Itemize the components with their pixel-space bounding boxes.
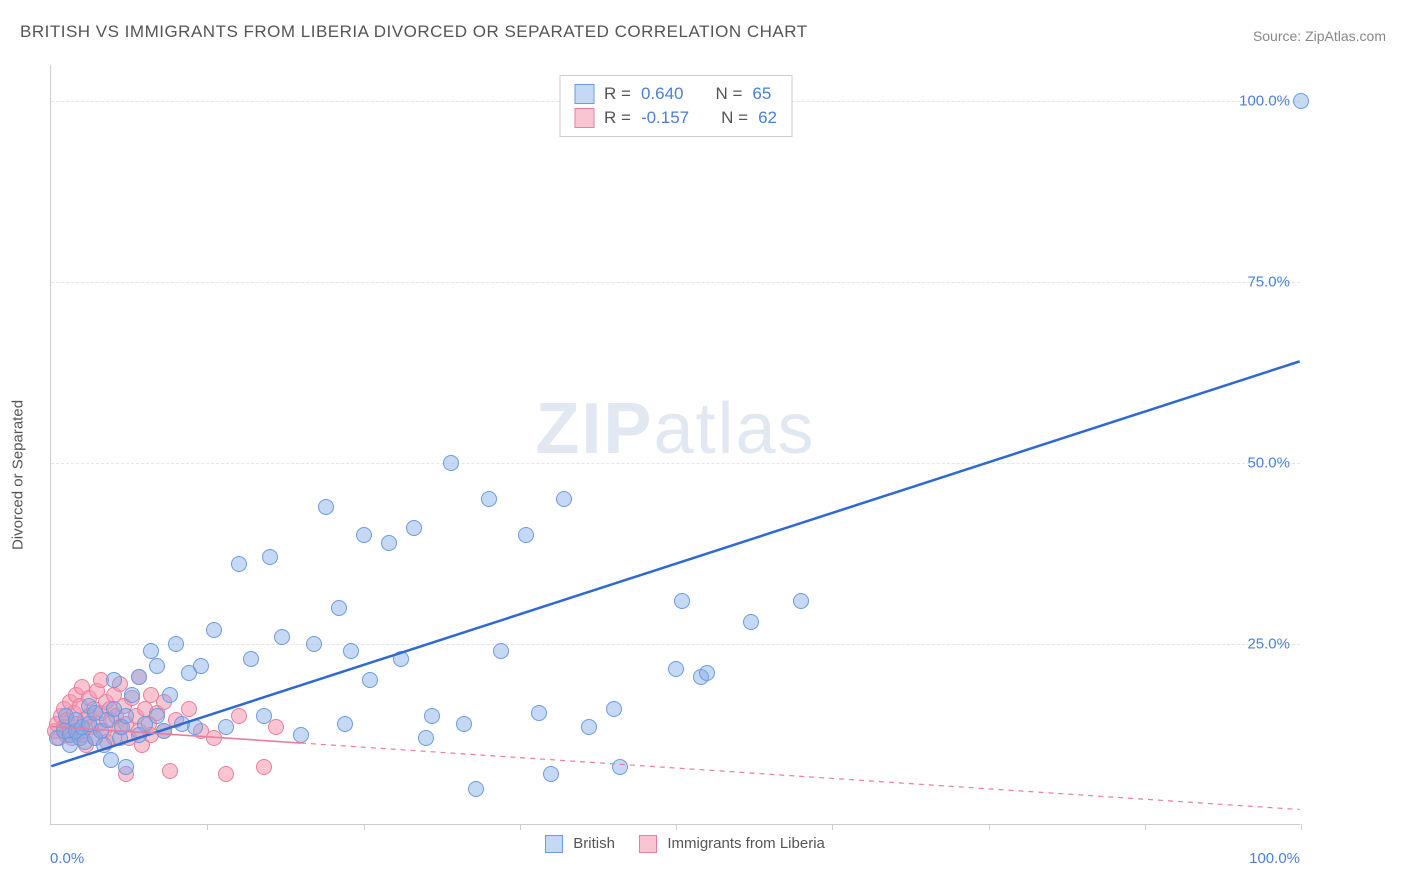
legend-row-british: R = 0.640 N = 65 xyxy=(574,82,777,106)
point-british xyxy=(231,556,247,572)
x-tick xyxy=(832,824,833,830)
point-british xyxy=(518,527,534,543)
point-british xyxy=(193,658,209,674)
point-british xyxy=(337,716,353,732)
point-british xyxy=(481,491,497,507)
point-british xyxy=(106,672,122,688)
legend-r-value-liberia: -0.157 xyxy=(641,108,689,128)
point-liberia xyxy=(256,759,272,775)
x-tick xyxy=(207,824,208,830)
point-british xyxy=(793,593,809,609)
gridline-y xyxy=(51,463,1300,464)
point-british xyxy=(418,730,434,746)
point-british xyxy=(206,622,222,638)
point-british xyxy=(468,781,484,797)
series-legend: British Immigrants from Liberia xyxy=(50,835,1300,853)
point-british xyxy=(531,705,547,721)
y-tick-label: 75.0% xyxy=(1247,274,1290,291)
y-tick-label: 50.0% xyxy=(1247,455,1290,472)
point-british xyxy=(149,658,165,674)
point-british xyxy=(331,600,347,616)
x-tick xyxy=(1301,824,1302,830)
point-british xyxy=(156,723,172,739)
point-liberia xyxy=(218,766,234,782)
point-liberia xyxy=(231,708,247,724)
x-tick xyxy=(676,824,677,830)
bottom-label-british: British xyxy=(573,835,615,852)
point-british xyxy=(1293,93,1309,109)
point-british xyxy=(274,629,290,645)
point-british xyxy=(293,727,309,743)
point-british xyxy=(356,527,372,543)
point-british xyxy=(243,651,259,667)
x-tick xyxy=(520,824,521,830)
chart-container: Divorced or Separated ZIPatlas R = 0.640… xyxy=(0,60,1406,890)
legend-r-label: R = xyxy=(604,108,631,128)
legend-n-value-liberia: 62 xyxy=(758,108,777,128)
y-axis-label: Divorced or Separated xyxy=(10,400,27,550)
point-british xyxy=(743,614,759,630)
point-british xyxy=(218,719,234,735)
point-british xyxy=(612,759,628,775)
legend-n-label: N = xyxy=(721,108,748,128)
legend-n-value-british: 65 xyxy=(752,84,771,104)
point-british xyxy=(362,672,378,688)
legend-n-label: N = xyxy=(715,84,742,104)
watermark-bold: ZIP xyxy=(535,389,653,469)
gridline-y xyxy=(51,644,1300,645)
point-british xyxy=(456,716,472,732)
bottom-swatch-british xyxy=(545,835,563,853)
point-british xyxy=(343,643,359,659)
bottom-swatch-liberia xyxy=(639,835,657,853)
x-tick xyxy=(989,824,990,830)
x-tick xyxy=(364,824,365,830)
legend-r-value-british: 0.640 xyxy=(641,84,684,104)
point-british xyxy=(187,719,203,735)
point-british xyxy=(118,759,134,775)
x-tick xyxy=(1145,824,1146,830)
y-tick-label: 100.0% xyxy=(1239,93,1290,110)
point-british xyxy=(162,687,178,703)
chart-title: BRITISH VS IMMIGRANTS FROM LIBERIA DIVOR… xyxy=(20,22,808,42)
point-british xyxy=(581,719,597,735)
point-british xyxy=(668,661,684,677)
bottom-label-liberia: Immigrants from Liberia xyxy=(667,835,825,852)
legend-swatch-british xyxy=(574,84,594,104)
watermark-rest: atlas xyxy=(653,389,815,469)
point-british xyxy=(131,669,147,685)
point-british xyxy=(406,520,422,536)
watermark: ZIPatlas xyxy=(535,388,815,470)
point-liberia xyxy=(268,719,284,735)
point-british xyxy=(318,499,334,515)
correlation-legend: R = 0.640 N = 65 R = -0.157 N = 62 xyxy=(559,75,792,137)
plot-area: ZIPatlas R = 0.640 N = 65 R = -0.157 N =… xyxy=(50,65,1300,825)
source-label: Source: ZipAtlas.com xyxy=(1253,28,1386,44)
point-british xyxy=(393,651,409,667)
legend-swatch-liberia xyxy=(574,108,594,128)
point-british xyxy=(443,455,459,471)
point-british xyxy=(674,593,690,609)
point-british xyxy=(556,491,572,507)
legend-r-label: R = xyxy=(604,84,631,104)
legend-row-liberia: R = -0.157 N = 62 xyxy=(574,106,777,130)
gridline-y xyxy=(51,282,1300,283)
point-british xyxy=(256,708,272,724)
point-liberia xyxy=(162,763,178,779)
point-british xyxy=(262,549,278,565)
point-british xyxy=(493,643,509,659)
point-british xyxy=(124,687,140,703)
point-british xyxy=(306,636,322,652)
point-british xyxy=(103,752,119,768)
point-british xyxy=(381,535,397,551)
point-british xyxy=(118,708,134,724)
y-tick-label: 25.0% xyxy=(1247,636,1290,653)
point-british xyxy=(606,701,622,717)
point-british xyxy=(543,766,559,782)
point-british xyxy=(424,708,440,724)
point-british xyxy=(699,665,715,681)
point-british xyxy=(168,636,184,652)
